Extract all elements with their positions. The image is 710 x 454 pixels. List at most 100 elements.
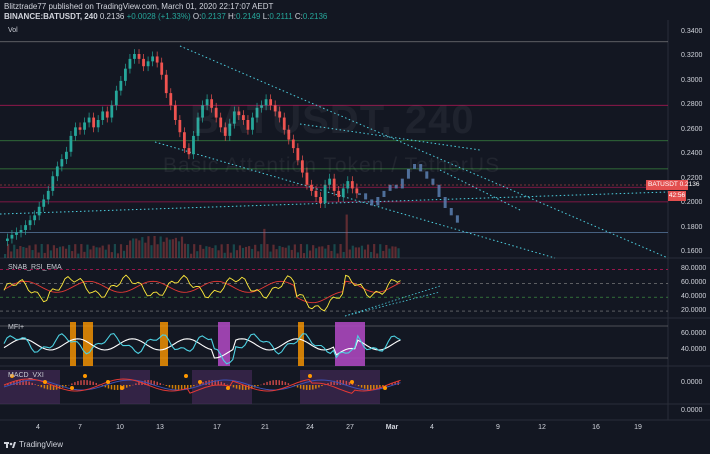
volume-bar bbox=[19, 246, 22, 258]
projected-candle bbox=[400, 178, 404, 189]
macd-histogram-bar bbox=[31, 382, 33, 385]
volume-bar bbox=[86, 244, 89, 258]
volume-bar bbox=[28, 245, 31, 258]
candle-body bbox=[269, 99, 273, 106]
macd-histogram-bar bbox=[324, 384, 326, 386]
volume-bar bbox=[217, 250, 220, 258]
rsi-tick-label: 60.0000 bbox=[681, 279, 707, 287]
symbol-label[interactable]: BINANCE:BATUSDT, 240 bbox=[4, 12, 98, 21]
volume-bar bbox=[251, 248, 254, 258]
macd-cross-marker bbox=[120, 386, 124, 390]
volume-bar bbox=[10, 251, 13, 258]
volume-bar bbox=[196, 251, 199, 258]
macd-histogram-bar bbox=[235, 385, 238, 389]
candle-body bbox=[223, 127, 227, 136]
low-label: L: bbox=[262, 12, 270, 21]
candle-body bbox=[314, 190, 318, 197]
candle-body bbox=[341, 188, 345, 197]
macd-histogram-bar bbox=[241, 385, 244, 390]
volume-bar bbox=[235, 250, 238, 258]
volume-bar bbox=[156, 244, 159, 258]
candle-body bbox=[278, 111, 282, 118]
price-tick-label: 0.2000 bbox=[681, 199, 703, 207]
macd-cross-marker bbox=[198, 380, 202, 384]
low-value: 0.2111 bbox=[269, 12, 293, 21]
macd-cross-marker bbox=[83, 374, 87, 378]
volume-bar bbox=[379, 244, 382, 258]
volume-bar bbox=[324, 248, 327, 258]
time-tick-label: 19 bbox=[634, 424, 642, 431]
rsi-tick-label: 40.0000 bbox=[681, 293, 707, 301]
volume-bar bbox=[132, 238, 135, 258]
trend-line bbox=[179, 45, 669, 259]
macd-histogram-bar bbox=[40, 385, 43, 388]
volume-bar bbox=[68, 244, 71, 258]
mfi-highlight-orange bbox=[298, 322, 304, 366]
macd-line bbox=[3, 378, 401, 394]
volume-bar bbox=[22, 247, 25, 258]
macd-histogram-bar bbox=[272, 380, 274, 385]
volume-indicator-label[interactable]: Vol bbox=[8, 27, 18, 34]
macd-histogram-bar bbox=[373, 385, 375, 390]
volume-bar bbox=[16, 249, 19, 258]
macd-histogram-bar bbox=[309, 385, 311, 390]
volume-bar bbox=[187, 244, 190, 258]
candle-body bbox=[346, 181, 350, 189]
rsi-tick-label: 20.0000 bbox=[681, 307, 707, 315]
candle-body bbox=[51, 176, 55, 191]
volume-bar bbox=[312, 245, 315, 258]
macd-histogram-bar bbox=[339, 380, 341, 385]
mfi-highlight-orange bbox=[83, 322, 93, 366]
volume-bar bbox=[336, 253, 339, 258]
volume-bar bbox=[357, 247, 360, 258]
candle-body bbox=[65, 151, 68, 160]
mfi-tick-label: 40.0000 bbox=[681, 346, 707, 353]
macd-cross-marker bbox=[350, 380, 354, 384]
projected-candle bbox=[358, 193, 361, 195]
candle-body bbox=[319, 197, 322, 204]
volume-bar bbox=[77, 253, 80, 258]
macd-histogram-bar bbox=[92, 381, 94, 385]
trend-line bbox=[439, 169, 521, 211]
volume-bar bbox=[71, 251, 74, 258]
candle-body bbox=[105, 111, 109, 118]
candle-body bbox=[55, 166, 59, 177]
trend-line bbox=[154, 141, 556, 259]
macd-histogram-bar bbox=[366, 385, 369, 390]
volume-bar bbox=[199, 244, 202, 258]
macd-histogram-bar bbox=[269, 380, 271, 385]
macd-histogram-bar bbox=[315, 385, 317, 389]
macd-histogram-bar bbox=[284, 381, 287, 385]
macd-cross-marker bbox=[70, 386, 74, 390]
macd-histogram-bar bbox=[150, 380, 152, 385]
volume-bar bbox=[226, 244, 229, 258]
macd-indicator-label[interactable]: MACD_VXI bbox=[8, 372, 44, 379]
time-tick-label: 17 bbox=[213, 424, 221, 431]
macd-histogram-bar bbox=[168, 385, 171, 388]
macd-histogram-bar bbox=[162, 384, 165, 385]
price-tick-label: 0.2400 bbox=[681, 150, 703, 158]
macd-histogram-bar bbox=[211, 380, 213, 385]
volume-bar bbox=[13, 244, 16, 258]
tradingview-logo[interactable]: TradingView bbox=[4, 440, 63, 449]
volume-bar bbox=[129, 240, 132, 258]
macd-histogram-bar bbox=[260, 384, 262, 386]
publisher-line: Blitztrade77 published on TradingView.co… bbox=[4, 2, 274, 11]
volume-bar bbox=[107, 244, 110, 258]
mfi-indicator-label[interactable]: MFI+ bbox=[8, 324, 25, 331]
macd-histogram-bar bbox=[220, 381, 223, 385]
candle-body bbox=[96, 120, 100, 128]
macd-histogram-bar bbox=[86, 380, 88, 385]
volume-bar bbox=[266, 244, 269, 258]
macd-histogram-bar bbox=[312, 385, 314, 390]
rsi-indicator-label[interactable]: SNAB_RSI_EMA bbox=[8, 264, 62, 271]
candle-body bbox=[228, 123, 232, 136]
volume-bar bbox=[260, 244, 263, 258]
macd-histogram-bar bbox=[196, 384, 198, 386]
volume-bar bbox=[61, 246, 65, 258]
high-label: H: bbox=[228, 12, 237, 21]
volume-bar bbox=[269, 251, 272, 258]
volume-bar bbox=[74, 244, 77, 258]
macd-histogram-bar bbox=[116, 385, 119, 390]
